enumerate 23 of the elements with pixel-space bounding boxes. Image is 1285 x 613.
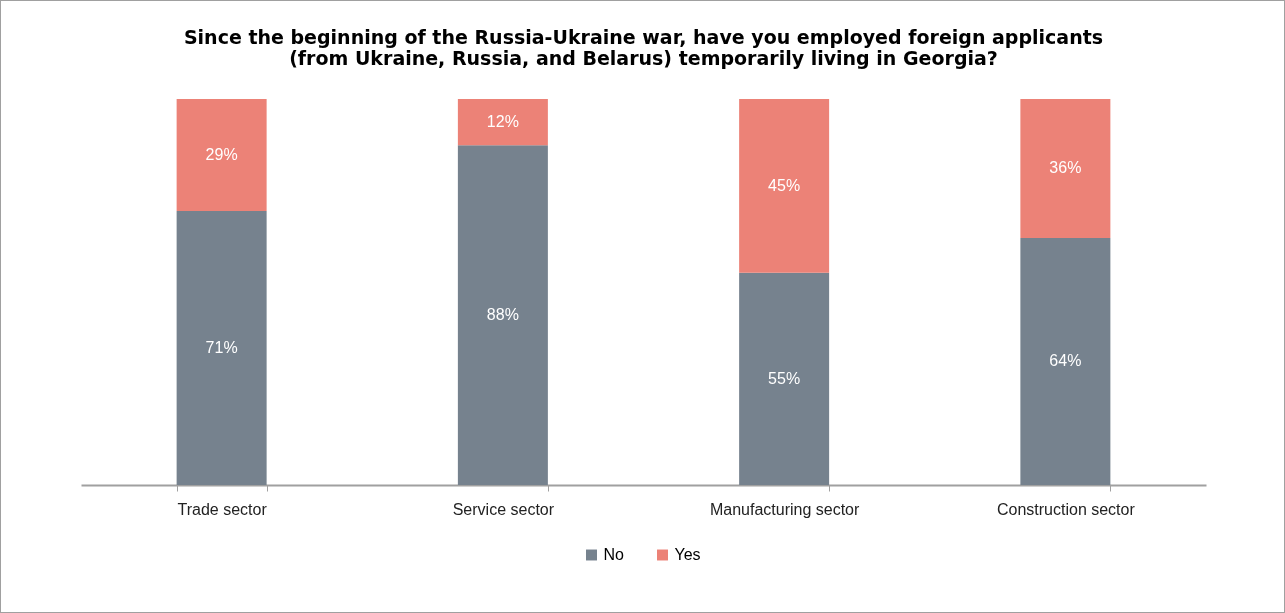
data-label: 45% xyxy=(768,176,801,194)
x-tick-label: Service sector xyxy=(452,500,555,518)
legend-label: Yes xyxy=(674,546,701,563)
data-label: 88% xyxy=(486,306,519,324)
bar xyxy=(1020,237,1111,485)
bar xyxy=(176,99,267,211)
bar xyxy=(457,99,548,146)
x-tick-label: Trade sector xyxy=(177,500,268,518)
bar xyxy=(457,145,548,485)
x-tick-label: Manufacturing sector xyxy=(709,500,860,518)
data-label: 64% xyxy=(1049,352,1082,370)
bar xyxy=(739,272,830,485)
data-label: 71% xyxy=(205,338,238,356)
data-label: 29% xyxy=(205,145,238,163)
legend-label: No xyxy=(603,546,625,563)
x-tick-label: Construction sector xyxy=(996,500,1136,518)
bar xyxy=(739,99,830,273)
data-label: 55% xyxy=(768,369,801,387)
bar xyxy=(1020,99,1111,238)
data-label: 12% xyxy=(486,113,519,131)
data-label: 36% xyxy=(1049,159,1082,177)
chart-title: Since the beginning of the Russia-Ukraine war, have you employed foreign applicants (from Ukraine, Russia, and Belarus) temporarily living in Georgia? xyxy=(183,26,1104,69)
bar xyxy=(176,210,267,485)
